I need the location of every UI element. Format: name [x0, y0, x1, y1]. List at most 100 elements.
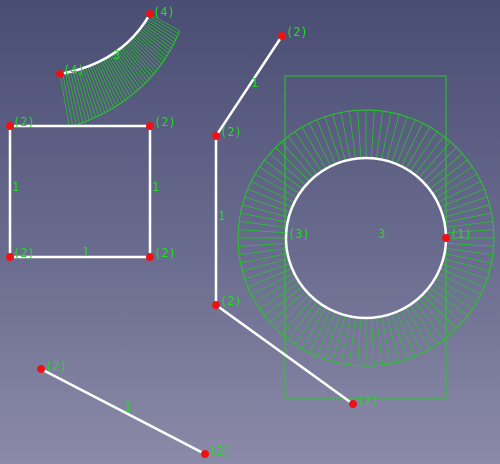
polyline-lower-vertex[interactable] — [212, 301, 220, 309]
comb-tooth — [240, 253, 288, 264]
comb-tooth — [422, 294, 457, 329]
circle-edge[interactable] — [284, 156, 448, 320]
comb-tooth — [59, 73, 70, 128]
comb-tooth — [275, 147, 310, 182]
polyline-edge-1[interactable] — [214, 34, 284, 138]
comb-tooth — [445, 248, 493, 256]
comb-tooth — [281, 297, 314, 335]
comb-tooth — [287, 301, 318, 340]
arc-bottom-degree: (4) — [63, 63, 85, 77]
comb-tooth — [418, 297, 451, 335]
rect-bottom-left-vertex[interactable] — [6, 253, 14, 261]
polyline-end-vertex[interactable] — [349, 400, 357, 408]
comb-tooth — [439, 188, 485, 208]
comb-tooth — [140, 27, 171, 51]
rect-bottom-right-vertex[interactable] — [146, 253, 154, 261]
comb-tooth — [239, 220, 287, 228]
comb-tooth — [332, 114, 346, 161]
arc-curve-index: 3 — [113, 48, 120, 62]
comb-tooth — [238, 242, 287, 247]
polyline-top-vertex[interactable] — [278, 32, 286, 40]
comb-tooth — [435, 277, 478, 303]
polyline-top-degree: (2) — [286, 25, 308, 39]
comb-tooth — [287, 136, 318, 175]
rect-top-left-vertex[interactable] — [6, 122, 14, 130]
comb-tooth — [301, 307, 327, 350]
circle-curvature-comb — [237, 109, 495, 367]
comb-tooth — [251, 273, 295, 295]
comb-tooth — [75, 70, 90, 121]
comb-tooth — [143, 23, 174, 46]
comb-tooth — [117, 50, 143, 86]
comb-tooth — [109, 55, 134, 95]
comb-envelope — [69, 30, 180, 128]
polyline-upper-vertex[interactable] — [212, 132, 220, 140]
comb-tooth — [115, 51, 141, 89]
comb-tooth — [85, 67, 103, 115]
comb-tooth — [122, 46, 150, 79]
circle-seam-vertex[interactable] — [442, 234, 450, 242]
line-start-degree: (2) — [45, 359, 67, 373]
rect-top-left-degree: (2) — [13, 115, 35, 129]
comb-tooth — [135, 33, 166, 59]
comb-tooth — [127, 41, 157, 72]
comb-tooth — [137, 31, 168, 57]
line-start-vertex[interactable] — [37, 365, 45, 373]
comb-tooth — [445, 242, 494, 247]
rect-top-right-vertex[interactable] — [146, 122, 154, 130]
comb-tooth — [259, 166, 300, 194]
line-end-vertex[interactable] — [201, 450, 209, 458]
comb-tooth — [141, 25, 172, 49]
comb-tooth — [357, 317, 362, 366]
comb-tooth — [340, 112, 351, 160]
comb-tooth — [111, 54, 136, 93]
comb-tooth — [376, 111, 384, 159]
comb-tooth — [144, 21, 175, 43]
comb-tooth — [443, 258, 490, 272]
comb-tooth — [118, 49, 146, 84]
comb-tooth — [444, 253, 492, 264]
comb-tooth — [94, 63, 115, 108]
comb-tooth — [242, 204, 289, 218]
comb-tooth — [441, 263, 488, 280]
comb-tooth — [324, 313, 341, 360]
comb-tooth — [146, 19, 177, 40]
polyline-edge1-degree: 1 — [251, 76, 258, 90]
comb-tooth — [429, 159, 468, 190]
comb-tooth — [259, 282, 300, 310]
comb-tooth — [98, 61, 120, 105]
circle-seam-degree: (1) — [450, 227, 472, 241]
comb-tooth — [269, 153, 307, 186]
comb-tooth — [64, 72, 77, 126]
circle-center-degree: (3) — [288, 227, 310, 241]
comb-tooth — [126, 43, 155, 75]
comb-tooth — [414, 136, 445, 175]
comb-tooth — [405, 307, 431, 350]
comb-tooth — [264, 159, 303, 190]
comb-tooth — [87, 66, 106, 113]
arc-edge[interactable] — [58, 12, 152, 76]
comb-tooth — [396, 311, 416, 357]
comb-tooth — [113, 53, 139, 91]
arc-top-vertex[interactable] — [146, 10, 154, 18]
comb-tooth — [251, 181, 295, 203]
comb-tooth — [445, 220, 493, 228]
comb-tooth — [294, 131, 322, 172]
comb-tooth — [425, 153, 463, 186]
comb-tooth — [429, 286, 468, 317]
comb-tooth — [105, 58, 128, 99]
comb-tooth — [247, 188, 293, 208]
comb-tooth — [439, 268, 485, 288]
polyline-edge-3[interactable] — [214, 303, 355, 406]
comb-tooth — [324, 116, 341, 163]
comb-tooth — [301, 126, 327, 169]
comb-tooth — [67, 72, 80, 124]
comb-tooth — [414, 301, 445, 340]
single-line-edge[interactable] — [39, 367, 207, 456]
arc-bottom-vertex[interactable] — [56, 70, 64, 78]
rect-right-edge-degree: 1 — [152, 180, 159, 194]
comb-tooth — [254, 173, 297, 199]
comb-tooth — [437, 273, 481, 295]
